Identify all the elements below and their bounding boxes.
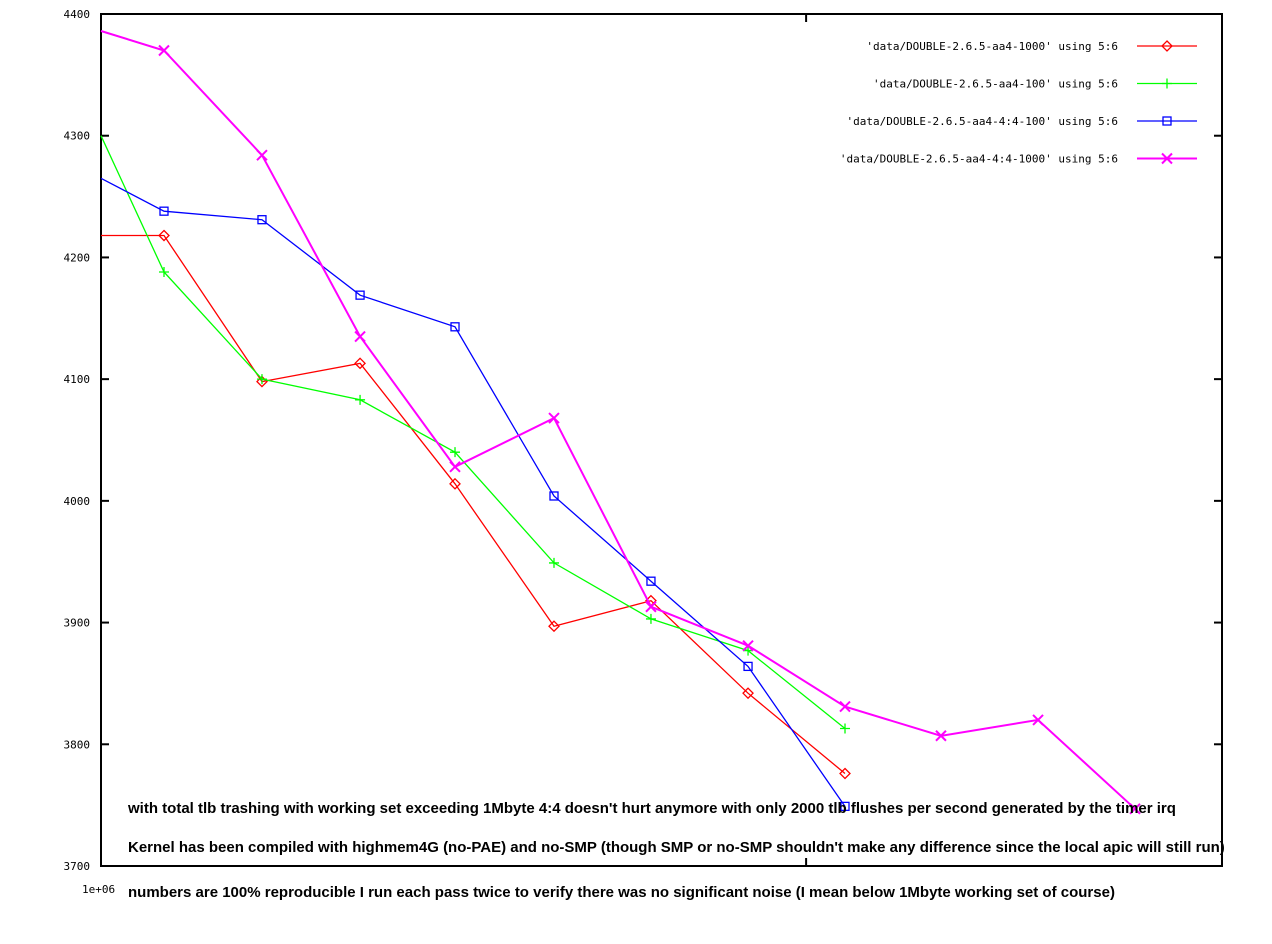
annotation-line-1: with total tlb trashing with working set… [128, 800, 1176, 817]
data-point-marker-x [1161, 152, 1173, 165]
legend-entry-label: 'data/DOUBLE-2.6.5-aa4-4:4-1000' using 5… [840, 153, 1118, 166]
data-point-marker-x [742, 639, 754, 652]
data-point-marker-plus [450, 447, 461, 458]
data-point-marker-square [1162, 116, 1172, 126]
plot-border [100, 13, 1223, 867]
data-point-marker-square [840, 801, 850, 812]
data-point-marker-square [355, 290, 365, 300]
data-point-marker-diamond [548, 620, 560, 633]
legend: 'data/DOUBLE-2.6.5-aa4-1000' using 5:6 'd… [840, 40, 1197, 166]
data-point-marker-x [839, 700, 851, 713]
series-2 [100, 177, 850, 812]
legend-entry-label: 'data/DOUBLE-2.6.5-aa4-100' using 5:6 [873, 78, 1118, 91]
data-point-marker-x [645, 601, 657, 613]
data-point-marker-square [450, 322, 460, 332]
data-point-marker-square [549, 491, 559, 501]
x-tick-label: 1e+06 [82, 883, 116, 896]
y-tick-label: 4100 [64, 373, 91, 386]
data-point-marker-diamond [839, 767, 851, 780]
annotation-line-3: numbers are 100% reproducible I run each… [128, 884, 1115, 901]
data-point-marker-plus [743, 645, 754, 656]
legend-entry-3: 'data/DOUBLE-2.6.5-aa4-4:4-1000' using 5… [840, 153, 1197, 166]
y-tick-label: 3800 [64, 738, 91, 751]
y-tick-label: 4300 [64, 130, 91, 143]
data-point-marker-diamond [158, 229, 170, 242]
data-point-marker-diamond [449, 477, 461, 490]
y-tick-label: 4000 [64, 495, 91, 508]
data-point-marker-plus [355, 394, 366, 405]
data-point-marker-plus [159, 267, 169, 278]
legend-entry-label: 'data/DOUBLE-2.6.5-aa4-1000' using 5:6 [866, 40, 1118, 53]
data-point-marker-x [548, 412, 560, 424]
y-tick-label: 3700 [64, 860, 91, 873]
series-1 [100, 135, 851, 734]
data-point-marker-plus [645, 613, 656, 624]
series-line [100, 30, 1136, 810]
y-axis-ticks: 3700 3800 3900 4000 4100 4200 4300 4400 [64, 8, 1222, 873]
data-point-marker-diamond [354, 357, 366, 370]
series-line [100, 177, 846, 807]
series-0 [101, 229, 851, 780]
legend-entry-2: 'data/DOUBLE-2.6.5-aa4-4:4-100' using 5:… [846, 115, 1197, 128]
y-tick-label: 4200 [64, 251, 91, 264]
data-point-marker-square [257, 215, 267, 225]
data-point-marker-plus [256, 374, 267, 385]
data-point-marker-x [1129, 803, 1141, 815]
data-point-marker-plus [1162, 78, 1172, 89]
data-point-marker-square [743, 661, 753, 672]
y-tick-label: 3900 [64, 617, 91, 630]
series-3 [100, 30, 1141, 815]
data-point-marker-plus [840, 723, 851, 734]
data-point-marker-diamond [1161, 40, 1173, 52]
annotation-line-2: Kernel has been compiled with highmem4G … [128, 839, 1225, 856]
data-point-marker-x [1032, 714, 1044, 726]
data-point-marker-x [256, 149, 268, 161]
data-point-marker-square [159, 206, 169, 216]
data-point-marker-diamond [742, 687, 754, 700]
data-point-marker-square [646, 576, 656, 586]
x-axis-ticks [100, 14, 808, 866]
data-point-marker-x [449, 461, 461, 473]
legend-entry-0: 'data/DOUBLE-2.6.5-aa4-1000' using 5:6 [866, 40, 1197, 53]
data-point-marker-x [354, 330, 366, 343]
legend-entry-label: 'data/DOUBLE-2.6.5-aa4-4:4-100' using 5:… [846, 115, 1118, 128]
y-tick-label: 4400 [64, 8, 91, 21]
data-point-marker-x [158, 44, 170, 57]
data-point-marker-x [935, 730, 947, 742]
data-point-marker-plus [548, 557, 559, 568]
series-line [101, 234, 846, 775]
legend-entry-1: 'data/DOUBLE-2.6.5-aa4-100' using 5:6 [873, 78, 1197, 91]
